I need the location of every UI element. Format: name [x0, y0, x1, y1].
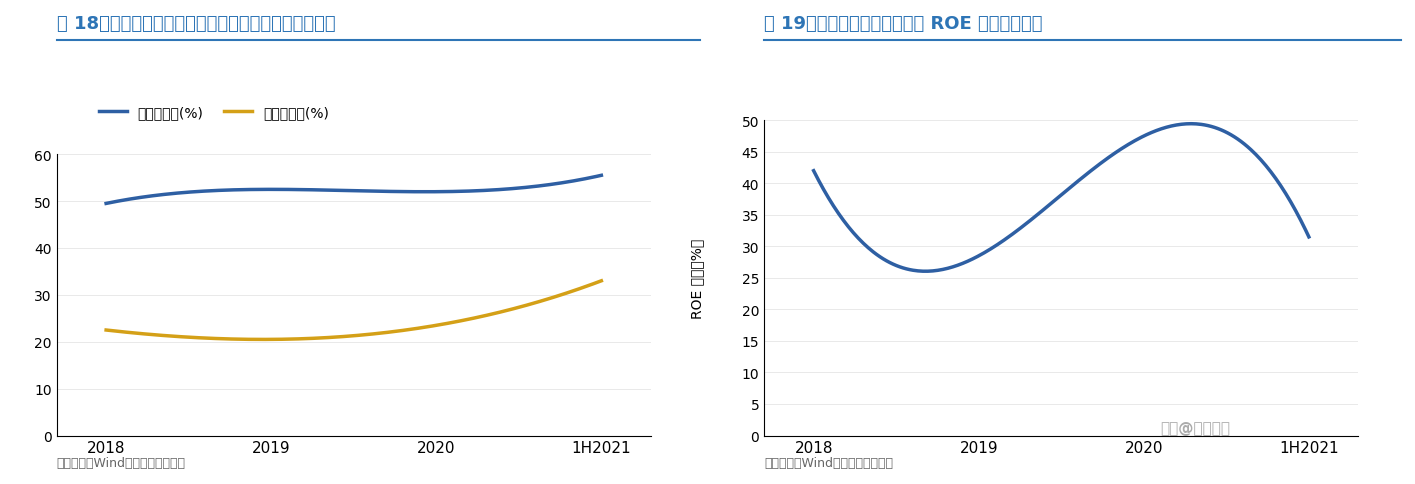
- Text: 资料来源：Wind，国元证券研究所: 资料来源：Wind，国元证券研究所: [764, 456, 893, 469]
- Text: 图 18：鼎智科技由于零部件国产化替代产品利润率提升: 图 18：鼎智科技由于零部件国产化替代产品利润率提升: [57, 15, 335, 32]
- Legend: 销售毛利率(%), 销售净利率(%): 销售毛利率(%), 销售净利率(%): [93, 100, 335, 125]
- Text: 资料来源：Wind，国元证券研究所: 资料来源：Wind，国元证券研究所: [57, 456, 185, 469]
- Y-axis label: ROE 摊薄（%）: ROE 摊薄（%）: [691, 238, 705, 318]
- Text: 头条@远瞻智库: 头条@远瞻智库: [1160, 421, 1230, 436]
- Text: 图 19：行业竞争温和鼎智科技 ROE 维持较高水平: 图 19：行业竞争温和鼎智科技 ROE 维持较高水平: [764, 15, 1043, 32]
